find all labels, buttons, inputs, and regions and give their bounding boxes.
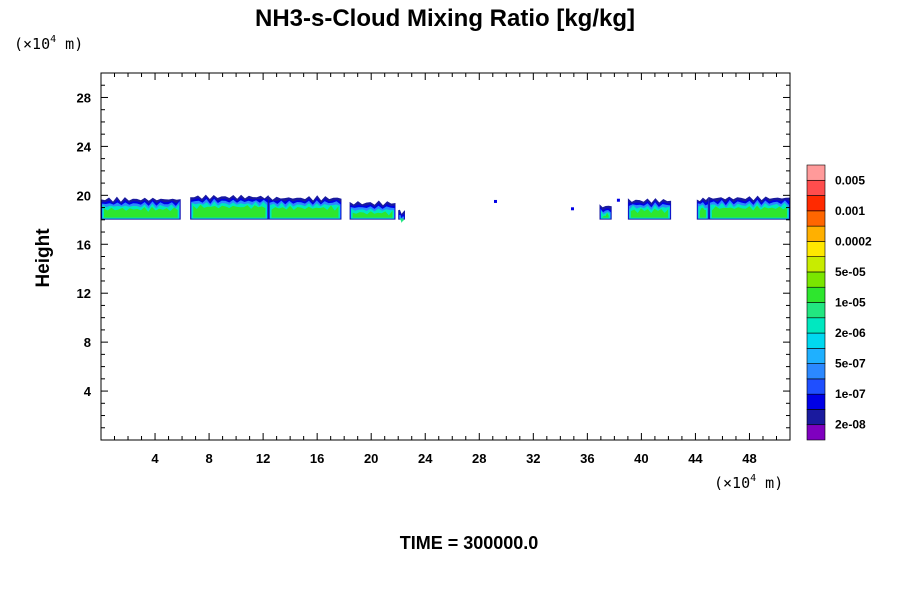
cloud-band-lightblue	[399, 214, 404, 219]
colorbar-swatch	[806, 241, 826, 257]
colorbar-swatch	[806, 363, 826, 380]
colorbar-swatch	[806, 378, 826, 395]
colorbar-label: 0.0002	[835, 234, 872, 248]
x-tick-label: 12	[256, 451, 270, 466]
colorbar-swatch	[806, 164, 826, 181]
x-unit-label: (×104 m)	[714, 473, 783, 492]
x-tick-label: 24	[418, 451, 433, 466]
plot-frame	[100, 72, 791, 441]
cloud-band-core	[271, 205, 339, 218]
time-label: TIME = 300000.0	[400, 533, 539, 553]
colorbar-swatch	[806, 195, 826, 212]
colorbar-label: 0.005	[835, 173, 865, 187]
y-axis-label: Height	[33, 228, 54, 288]
y-tick-label: 4	[84, 384, 92, 399]
colorbar-label: 1e-05	[835, 296, 866, 310]
x-axis-ticks: 4 8 12 16 20 24 28 32 36 40 44 48	[114, 73, 777, 466]
chart-title: NH3-s-Cloud Mixing Ratio [kg/kg]	[255, 5, 635, 32]
y-tick-label: 16	[77, 237, 91, 252]
colorbar-swatch	[806, 286, 826, 303]
svg-text:(×104 m): (×104 m)	[714, 473, 783, 492]
colorbar-swatch	[806, 271, 826, 288]
cloud-speck	[616, 198, 620, 202]
cloud-speck	[493, 199, 497, 203]
y-tick-label: 12	[77, 286, 91, 301]
svg-text:(×104 m): (×104 m)	[14, 34, 83, 53]
colorbar-swatch	[806, 179, 826, 196]
cloud-band-core	[399, 218, 404, 223]
colorbar-swatch	[806, 317, 826, 334]
colorbar-swatch	[806, 256, 826, 273]
y-axis-ticks: 4 8 12 16 20 24 28	[77, 84, 790, 429]
x-tick-label: 8	[205, 451, 212, 466]
cloud-speck	[570, 207, 574, 211]
colorbar-label: 0.001	[835, 204, 865, 218]
x-tick-label: 4	[151, 451, 159, 466]
x-tick-label: 36	[580, 451, 594, 466]
cloud-band-core	[193, 204, 266, 218]
colorbar: 2e-08 1e-07 5e-07 2e-06 1e-05 5e-05 0.0002 0.00…	[806, 164, 872, 441]
y-tick-label: 24	[77, 139, 92, 154]
colorbar-swatch	[806, 302, 826, 319]
colorbar-swatch	[806, 210, 826, 227]
plot-area	[100, 72, 791, 441]
x-tick-label: 28	[472, 451, 486, 466]
y-tick-label: 28	[77, 90, 91, 105]
colorbar-swatch	[806, 332, 826, 349]
colorbar-swatch	[806, 409, 826, 426]
cloud-band-core	[352, 210, 393, 218]
x-tick-label: 40	[634, 451, 648, 466]
x-tick-label: 48	[742, 451, 756, 466]
y-tick-label: 8	[84, 335, 91, 350]
y-unit-label: (×104 m)	[14, 34, 83, 53]
x-tick-label: 20	[364, 451, 378, 466]
colorbar-swatch	[806, 225, 826, 242]
cloud-band-core	[602, 212, 609, 218]
colorbar-swatch	[806, 393, 826, 410]
colorbar-label: 1e-07	[835, 387, 866, 401]
y-tick-label: 20	[77, 188, 91, 203]
cloud-band-core	[711, 205, 787, 218]
cloud-band-core	[630, 208, 669, 218]
colorbar-swatch	[806, 348, 826, 364]
colorbar-label: 2e-06	[835, 326, 866, 340]
cloud-layer	[101, 194, 790, 223]
cloud-band-core	[104, 206, 178, 218]
x-tick-label: 44	[688, 451, 703, 466]
x-tick-label: 16	[310, 451, 324, 466]
x-tick-label: 32	[526, 451, 540, 466]
colorbar-swatch	[806, 424, 826, 441]
colorbar-label: 5e-05	[835, 265, 866, 279]
cloud-band-core	[699, 207, 706, 218]
colorbar-label: 2e-08	[835, 418, 866, 432]
colorbar-label: 5e-07	[835, 357, 866, 371]
